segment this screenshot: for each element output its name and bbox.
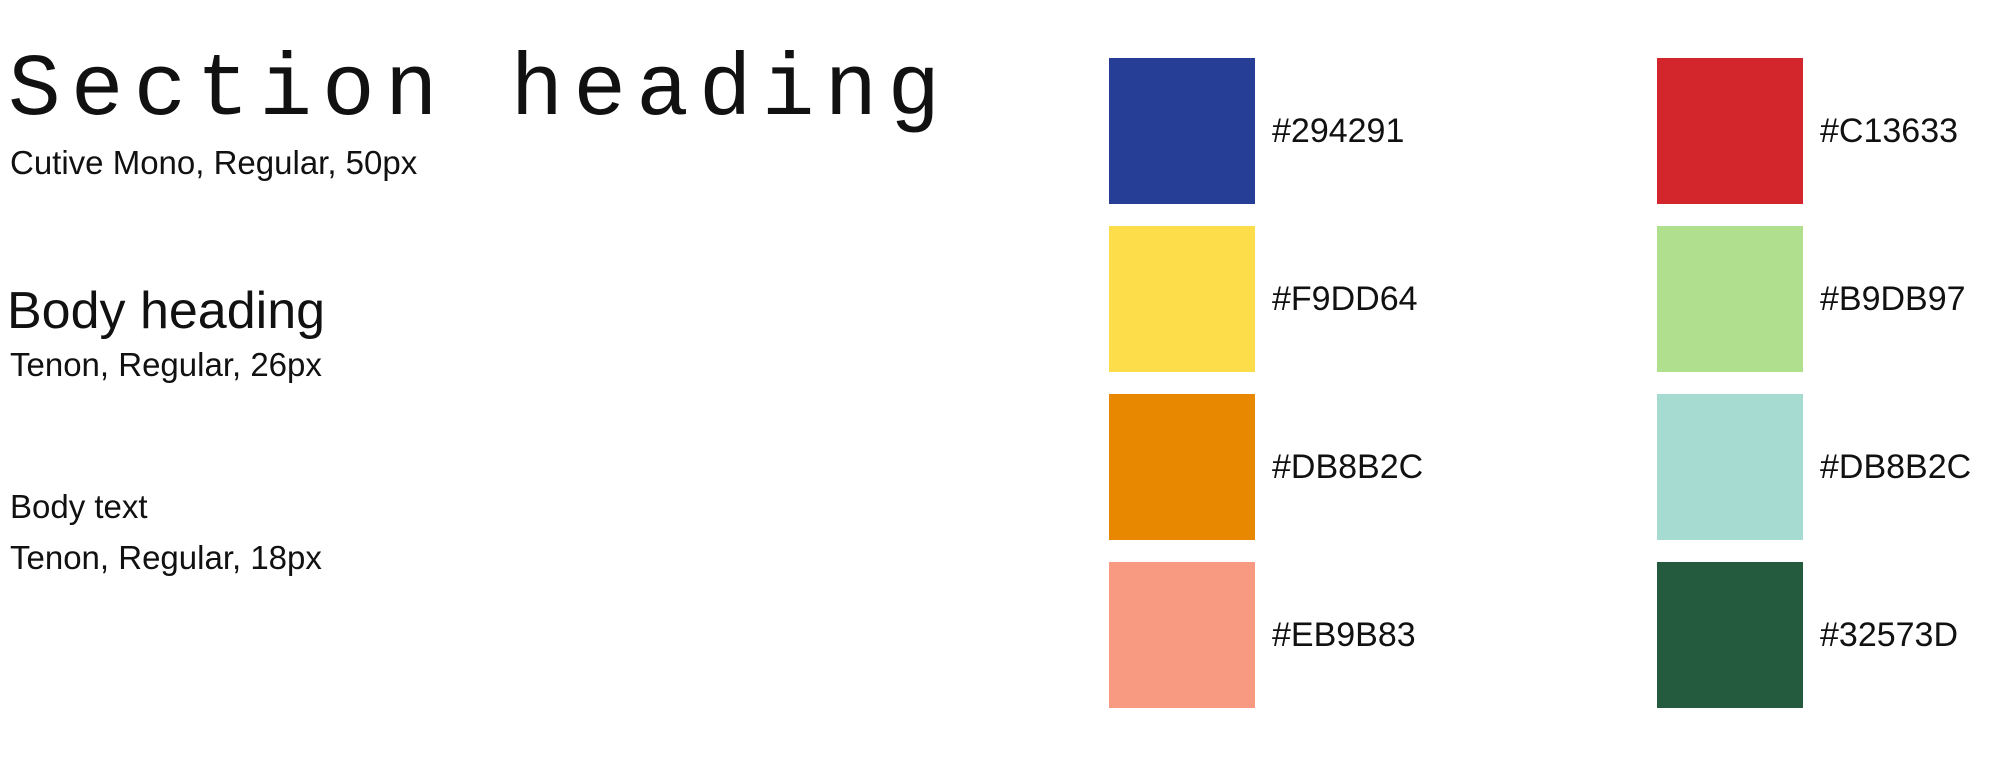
color-swatch xyxy=(1657,562,1803,708)
color-swatch xyxy=(1657,394,1803,540)
color-swatch-item: #294291 xyxy=(1109,58,1657,204)
color-swatch xyxy=(1109,562,1255,708)
color-swatch-item: #F9DD64 xyxy=(1109,226,1657,372)
color-palette: #294291 #C13633 #F9DD64 #B9DB97 #DB8B2C … xyxy=(1109,58,1989,708)
hex-code-label: #294291 xyxy=(1272,112,1405,150)
color-swatch xyxy=(1109,58,1255,204)
body-heading-caption: Tenon, Regular, 26px xyxy=(10,346,322,383)
hex-code-label: #DB8B2C xyxy=(1272,448,1424,486)
color-swatch-item: #DB8B2C xyxy=(1657,394,1987,540)
body-heading-sample: Body heading xyxy=(7,282,326,340)
color-swatch-item: #32573D xyxy=(1657,562,1987,708)
color-swatch xyxy=(1109,226,1255,372)
hex-code-label: #F9DD64 xyxy=(1272,280,1418,318)
hex-code-label: #C13633 xyxy=(1820,112,1959,150)
section-heading-caption: Cutive Mono, Regular, 50px xyxy=(10,144,418,181)
hex-code-label: #32573D xyxy=(1820,616,1959,654)
typography-specimen: Section heading Cutive Mono, Regular, 50… xyxy=(7,42,951,576)
color-swatch-item: #B9DB97 xyxy=(1657,226,1987,372)
section-heading-sample: Section heading xyxy=(8,42,951,141)
body-text-caption: Tenon, Regular, 18px xyxy=(10,539,322,576)
color-swatch-item: #EB9B83 xyxy=(1109,562,1657,708)
color-swatch xyxy=(1109,394,1255,540)
color-swatch xyxy=(1657,226,1803,372)
color-swatch xyxy=(1657,58,1803,204)
color-swatch-item: #DB8B2C xyxy=(1109,394,1657,540)
body-text-sample: Body text xyxy=(10,488,148,525)
hex-code-label: #EB9B83 xyxy=(1272,616,1416,654)
color-swatch-item: #C13633 xyxy=(1657,58,1987,204)
hex-code-label: #B9DB97 xyxy=(1820,280,1966,318)
hex-code-label: #DB8B2C xyxy=(1820,448,1972,486)
